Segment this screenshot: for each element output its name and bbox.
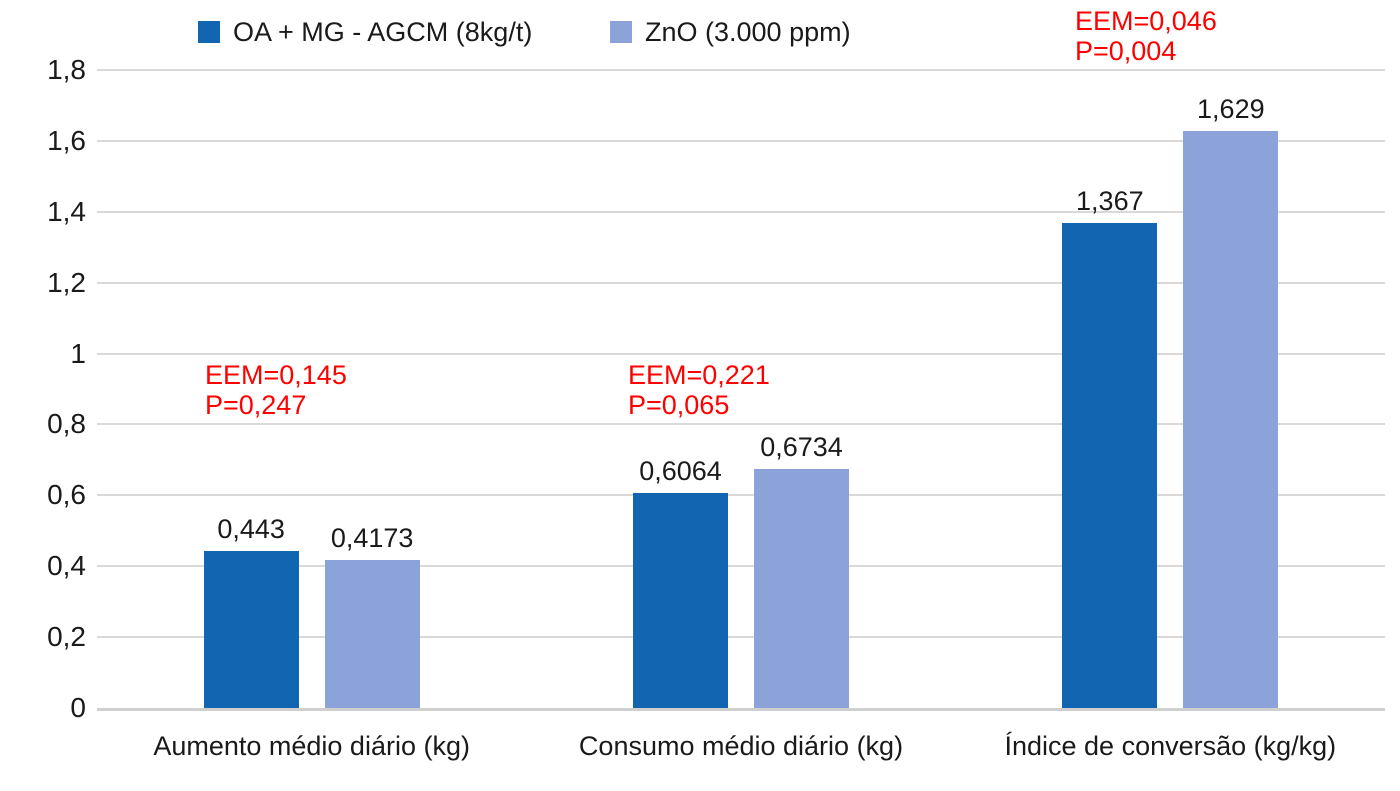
x-axis-baseline (97, 708, 1385, 711)
gridline (97, 423, 1385, 426)
gridline (97, 139, 1385, 142)
annotation-p: P=0,004 (1075, 36, 1177, 66)
gridline (97, 636, 1385, 639)
gridline (97, 494, 1385, 497)
gridline (97, 565, 1385, 568)
gridline (97, 352, 1385, 355)
x-category-label: Índice de conversão (kg/kg) (1004, 731, 1337, 761)
annotation-group2: EEM=0,221 P=0,065 (628, 360, 770, 420)
annotation-eem: EEM=0,145 (205, 360, 347, 390)
y-tick-label: 1,2 (47, 266, 86, 298)
y-tick-label: 1,8 (47, 54, 86, 85)
bar-series2-group3 (1183, 130, 1279, 708)
legend-item-series1: OA + MG - AGCM (8kg/t) (198, 16, 532, 48)
plot-area: 0,443 0,4173 0,6064 0,6734 1,367 1,629 (97, 69, 1385, 711)
x-category-label: Consumo médio diário (kg) (578, 731, 904, 761)
legend-item-series2: ZnO (3.000 ppm) (610, 16, 851, 48)
annotation-p: P=0,247 (205, 390, 307, 420)
value-label-series2-group1: 0,4173 (330, 523, 414, 554)
bar-series1-group3 (1062, 223, 1158, 708)
bar-series1-group2 (633, 493, 728, 708)
gridline (97, 210, 1385, 213)
gridline (97, 281, 1385, 284)
y-tick-label: 1,4 (47, 195, 86, 227)
y-tick-label: 0,4 (47, 550, 86, 582)
x-category-label: Aumento médio diário (kg) (153, 731, 470, 761)
annotation-eem: EEM=0,046 (1075, 6, 1217, 36)
annotation-eem: EEM=0,221 (628, 360, 770, 390)
bar-series2-group1 (324, 560, 420, 708)
y-tick-label: 0,8 (47, 408, 86, 440)
legend-swatch-series1 (198, 21, 220, 43)
bar-series1-group1 (203, 550, 299, 708)
value-label-series1-group2: 0,6064 (639, 456, 722, 487)
bar-series2-group2 (754, 469, 849, 708)
annotation-group3: EEM=0,046 P=0,004 (1075, 6, 1217, 66)
annotation-p: P=0,065 (628, 390, 730, 420)
value-label-series2-group2: 0,6734 (760, 432, 843, 463)
y-tick-label: 0,2 (47, 621, 86, 653)
gridline (97, 69, 1385, 71)
legend-label-series2: ZnO (3.000 ppm) (645, 17, 851, 47)
legend-swatch-series2 (610, 21, 632, 43)
legend-label-series1: OA + MG - AGCM (8kg/t) (233, 17, 533, 47)
y-tick-label: 0,6 (47, 479, 86, 511)
y-tick-label: 1 (70, 337, 86, 369)
value-label-series2-group3: 1,629 (1197, 93, 1265, 124)
y-tick-label: 0 (70, 692, 86, 723)
value-label-series1-group3: 1,367 (1076, 186, 1144, 217)
value-label-series1-group1: 0,443 (217, 513, 285, 544)
annotation-group1: EEM=0,145 P=0,247 (205, 360, 347, 420)
y-tick-label: 1,6 (47, 124, 86, 156)
